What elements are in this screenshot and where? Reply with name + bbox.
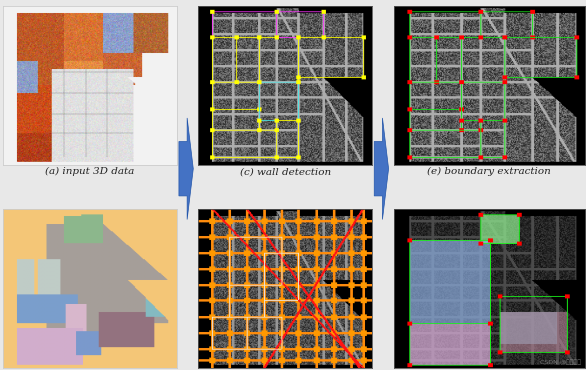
FancyArrow shape: [179, 118, 193, 219]
X-axis label: (a) input 3D data: (a) input 3D data: [45, 167, 135, 176]
FancyArrow shape: [374, 118, 389, 219]
Text: CSDN @落叶箱箱: CSDN @落叶箱箱: [540, 359, 581, 365]
X-axis label: (e) boundary extraction: (e) boundary extraction: [427, 167, 551, 176]
X-axis label: (c) wall detection: (c) wall detection: [240, 167, 331, 176]
